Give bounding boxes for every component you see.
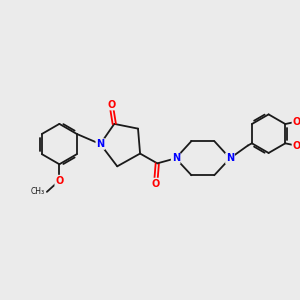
Text: O: O [107,100,116,110]
Text: CH₃: CH₃ [30,187,44,196]
Text: O: O [292,117,300,127]
Text: N: N [226,153,234,163]
Text: N: N [96,139,104,149]
Text: O: O [292,141,300,151]
Text: O: O [55,176,64,186]
Text: O: O [152,178,160,188]
Text: N: N [172,153,180,163]
